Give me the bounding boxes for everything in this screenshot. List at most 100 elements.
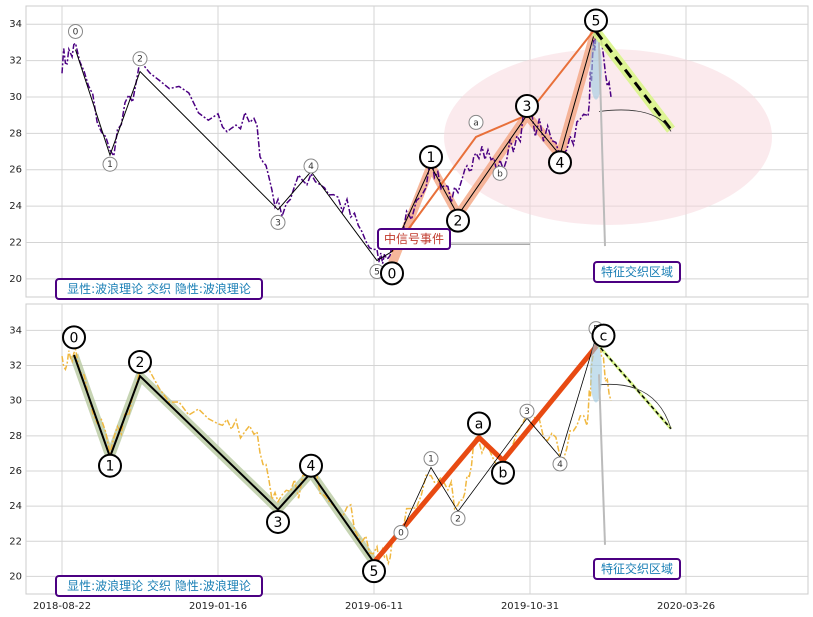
big-wave-1-marker xyxy=(98,453,122,478)
y-tick-label: 34 xyxy=(9,325,22,336)
small-wave-4-label: 4 xyxy=(557,460,563,470)
wave-line-thin xyxy=(400,337,597,533)
panel-bottom: 2022242628303234012345012345abc显性:波浪理论 交… xyxy=(9,303,809,597)
x-tick-label: 2019-01-16 xyxy=(189,601,247,612)
small-wave-b-marker xyxy=(492,165,508,181)
big-wave-3-marker xyxy=(266,509,290,534)
plot-area-bottom xyxy=(25,303,809,595)
big-wave-4-label: 4 xyxy=(556,155,565,171)
small-wave-3-marker xyxy=(270,214,286,230)
big-wave-4-marker xyxy=(548,150,572,175)
panel-top: 2022242628303234中信号事件012345ab012345显性:波浪… xyxy=(9,5,809,300)
big-wave-0-marker xyxy=(380,261,404,286)
y-tick-label: 24 xyxy=(9,501,22,512)
big-wave-0-label: 0 xyxy=(388,266,397,282)
big-wave-b-marker xyxy=(491,460,515,485)
big-wave-c-marker xyxy=(591,323,616,348)
small-wave-0-label: 0 xyxy=(73,27,79,37)
big-wave-3-label: 3 xyxy=(274,515,283,531)
small-wave-0-marker xyxy=(68,23,83,39)
y-tick-label: 24 xyxy=(9,201,22,212)
big-wave-5-marker xyxy=(362,559,386,584)
big-wave-4-marker xyxy=(299,453,323,478)
small-wave-4-marker xyxy=(303,158,319,174)
y-tick-label: 26 xyxy=(9,165,22,176)
price-line xyxy=(61,17,612,264)
price-line xyxy=(61,332,612,566)
small-wave-0-marker xyxy=(393,524,409,540)
y-tick-label: 20 xyxy=(9,571,22,582)
wave-line-black xyxy=(73,354,375,563)
small-wave-4-label: 4 xyxy=(308,162,314,172)
big-wave-2-marker xyxy=(446,208,470,233)
forecast-line xyxy=(595,342,672,430)
y-tick-label: 20 xyxy=(9,274,22,285)
forecast-line xyxy=(594,30,673,131)
zone-arrow xyxy=(598,374,606,545)
small-wave-b-label: b xyxy=(497,169,503,179)
signal-tag-text: 中信号事件 xyxy=(384,231,444,246)
zone-tag-bottom-text: 特征交织区域 xyxy=(601,561,673,576)
small-wave-1-label: 1 xyxy=(107,160,113,170)
small-wave-a-marker xyxy=(468,114,484,130)
y-tick-label: 28 xyxy=(9,128,22,139)
big-wave-5-label: 5 xyxy=(592,14,601,30)
big-wave-1-label: 1 xyxy=(427,150,436,166)
y-tick-label: 22 xyxy=(9,237,22,248)
big-wave-2-label: 2 xyxy=(136,355,145,371)
big-wave-5-marker xyxy=(584,8,608,33)
big-wave-a-label: a xyxy=(475,417,484,433)
small-wave-1-marker xyxy=(423,451,439,467)
big-wave-1-label: 1 xyxy=(106,459,115,475)
big-wave-c-label: c xyxy=(600,329,608,345)
y-tick-label: 34 xyxy=(9,19,22,30)
small-wave-3-label: 3 xyxy=(275,218,281,228)
small-wave-2-label: 2 xyxy=(455,514,461,524)
x-tick-label: 2018-08-22 xyxy=(33,601,91,612)
y-tick-label: 30 xyxy=(9,92,22,103)
x-tick-label: 2020-03-26 xyxy=(657,601,715,612)
small-wave-a-label: a xyxy=(473,118,479,128)
legend-tag-bottom-text: 显性:波浪理论 交织 隐性:波浪理论 xyxy=(67,578,251,593)
big-wave-4-label: 4 xyxy=(307,459,316,475)
feature-ellipse xyxy=(444,48,772,225)
y-tick-label: 28 xyxy=(9,431,22,442)
small-wave-2-label: 2 xyxy=(137,55,143,65)
wave-line-thin xyxy=(75,27,597,262)
big-wave-3-label: 3 xyxy=(523,99,532,115)
small-wave-2-marker xyxy=(132,51,148,67)
big-wave-a-marker xyxy=(467,411,491,436)
forecast-arc xyxy=(598,109,672,132)
wave-line-orange xyxy=(372,335,606,565)
big-wave-b-label: b xyxy=(499,466,508,482)
legend-tag-bottom-box xyxy=(55,575,263,597)
small-wave-2-marker xyxy=(450,510,466,526)
small-wave-3-label: 3 xyxy=(524,407,530,417)
legend-tag-top-box xyxy=(55,278,263,300)
small-wave-5-label: 5 xyxy=(374,268,380,278)
y-tick-label: 30 xyxy=(9,396,22,407)
big-wave-5-label: 5 xyxy=(370,564,379,580)
x-tick-label: 2019-06-11 xyxy=(345,601,403,612)
y-tick-label: 26 xyxy=(9,466,22,477)
zone-tag-top-box xyxy=(593,261,681,283)
small-wave-4-marker xyxy=(552,456,568,472)
big-wave-2-marker xyxy=(128,350,152,374)
y-tick-label: 22 xyxy=(9,536,22,547)
big-wave-0-label: 0 xyxy=(70,330,79,346)
signal-tag-box xyxy=(377,228,451,250)
forecast-arc xyxy=(598,383,672,429)
zone-tag-bottom-box xyxy=(593,558,681,580)
y-tick-label: 32 xyxy=(9,56,22,67)
small-wave-1-marker xyxy=(102,156,118,172)
small-wave-3-marker xyxy=(519,403,535,419)
small-wave-0-label: 0 xyxy=(398,528,404,538)
zone-arrow xyxy=(598,42,606,247)
y-tick-label: 32 xyxy=(9,361,22,372)
x-tick-label: 2019-10-31 xyxy=(501,601,559,612)
big-wave-1-marker xyxy=(419,144,443,169)
small-wave-1-label: 1 xyxy=(428,455,434,465)
zone-tag-top-text: 特征交织区域 xyxy=(601,264,673,279)
big-wave-2-label: 2 xyxy=(454,214,463,230)
